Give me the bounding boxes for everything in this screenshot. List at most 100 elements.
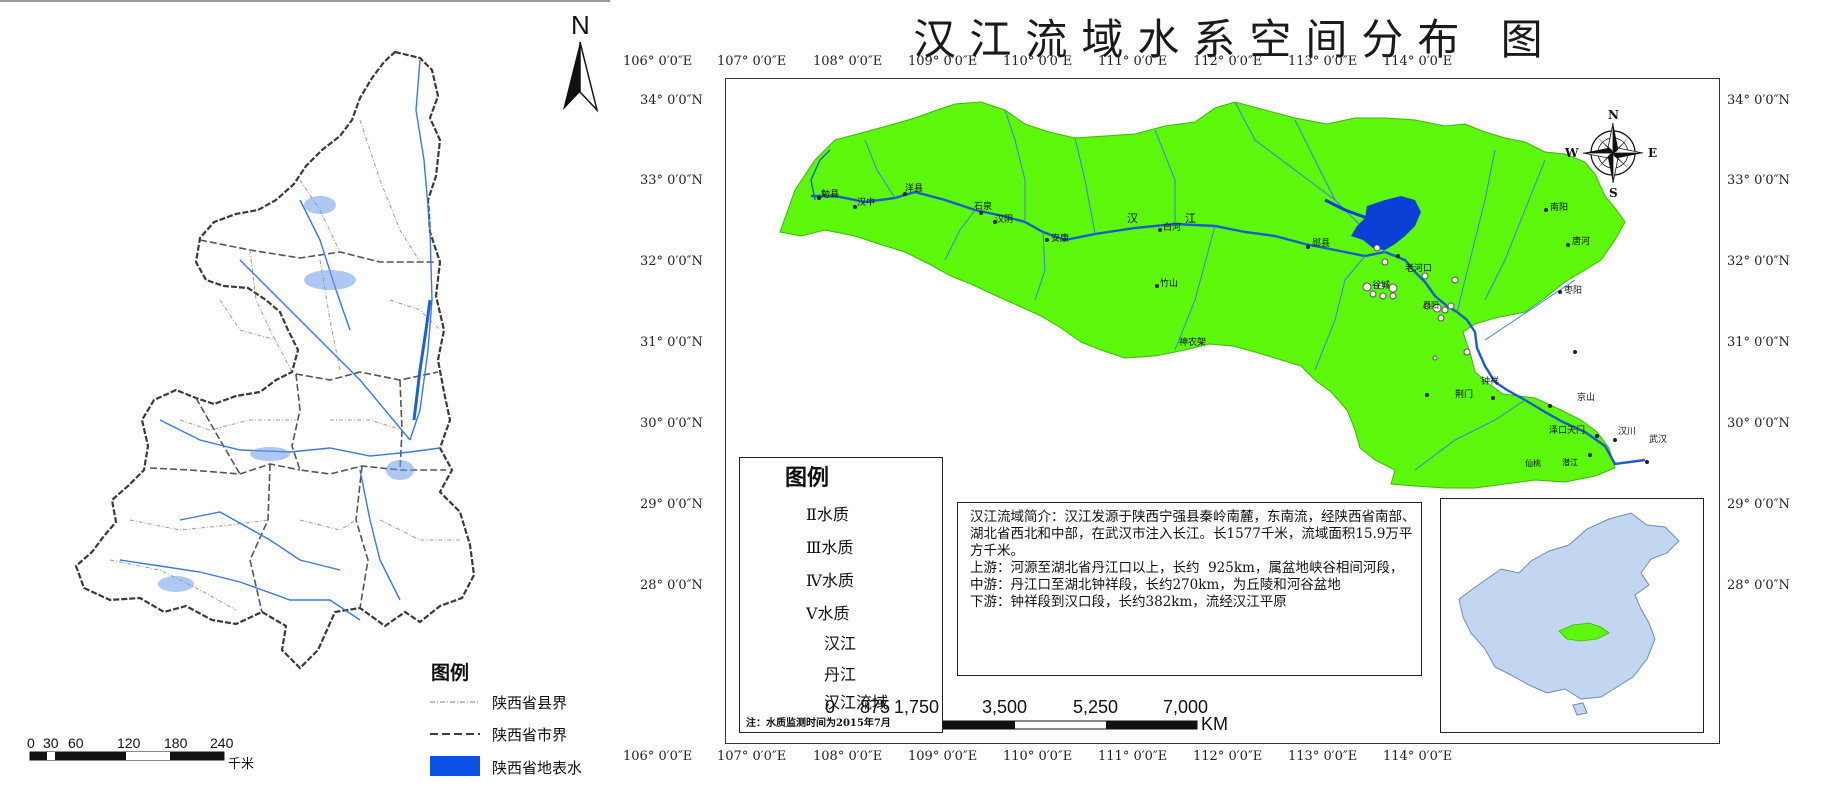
- han-river-basin: [779, 101, 1626, 489]
- place-label: 神农架: [1179, 338, 1207, 348]
- bottom-longitudes-label: 110° 0′0″E: [1003, 749, 1073, 764]
- shaanxi-map-svg: [29, 41, 599, 776]
- bottom-longitudes-label: 111° 0′0″E: [1098, 749, 1168, 764]
- place-label: 江: [1185, 212, 1196, 225]
- scale-tick: 5,250: [1073, 697, 1119, 717]
- hanjiang-basin-svg: [758, 101, 1649, 730]
- scale-tick: 875: [860, 697, 891, 717]
- place-label: 汉: [1127, 212, 1138, 225]
- china-inset-svg: [1458, 512, 1680, 716]
- latitudes-label: 32° 0′0″N: [1727, 254, 1790, 269]
- top-longitudes-label: 107° 0′0″E: [717, 54, 787, 69]
- top-longitudes-label: 114° 0′0″E: [1383, 54, 1453, 69]
- place-label: 钟祥: [1481, 377, 1500, 387]
- place-label: 郧县: [1312, 239, 1331, 249]
- place-label: 唐河: [1572, 237, 1591, 247]
- latitudes-label: 31° 0′0″N: [640, 335, 703, 350]
- latitudes-label: 28° 0′0″N: [1727, 578, 1790, 593]
- legend-label: Ⅱ水质: [806, 505, 849, 524]
- place-label: 汉中: [857, 198, 876, 208]
- place-label: 安康: [1051, 234, 1070, 244]
- north-arrow-icon: [563, 41, 599, 113]
- legend-label: 丹江: [824, 665, 857, 684]
- place-label: 南阳: [1550, 203, 1569, 213]
- place-label: 泽口天门: [1549, 426, 1586, 436]
- place-label: 京山: [1577, 393, 1596, 403]
- bottom-longitudes-label: 106° 0′0″E: [623, 749, 693, 764]
- compass-e: E: [1648, 146, 1658, 160]
- legend-label: 汉江: [824, 634, 857, 653]
- place-label: 洋县: [905, 184, 924, 194]
- latitudes-label: 33° 0′0″N: [640, 173, 703, 188]
- scale-tick: 120: [117, 735, 141, 751]
- compass-s: S: [1609, 186, 1618, 200]
- bottom-longitudes-label: 114° 0′0″E: [1383, 749, 1453, 764]
- china-inset-map: [1440, 498, 1704, 733]
- scale-tick: 60: [68, 735, 84, 751]
- compass-rose-icon: [1582, 122, 1644, 184]
- left-scale-bar: [29, 751, 225, 761]
- place-label: 荆门: [1455, 390, 1474, 400]
- top-longitudes-label: 111° 0′0″E: [1098, 54, 1168, 69]
- place-label: 勉县: [821, 190, 840, 200]
- legend-label: Ⅳ水质: [806, 571, 854, 590]
- scale-tick: 240: [210, 735, 234, 751]
- scale-tick: 180: [164, 735, 188, 751]
- scale-tick: 3,500: [982, 697, 1028, 717]
- scale-tick: 30: [43, 735, 59, 751]
- scale-tick: 7,000: [1163, 697, 1209, 717]
- latitudes-label: 32° 0′0″N: [640, 254, 703, 269]
- scale-tick: 0: [825, 697, 836, 717]
- legend-label: Ⅴ水质: [806, 604, 850, 623]
- latitudes-label: 28° 0′0″N: [640, 578, 703, 593]
- china-outline: [1458, 512, 1680, 700]
- place-label: 襄阳: [1423, 301, 1439, 310]
- latitudes-label: 30° 0′0″N: [1727, 416, 1790, 431]
- map-frame: [725, 78, 1720, 744]
- latitudes-label: 29° 0′0″N: [1727, 497, 1790, 512]
- top-longitudes-label: 113° 0′0″E: [1288, 54, 1358, 69]
- bottom-longitudes-label: 109° 0′0″E: [908, 749, 978, 764]
- place-label: 谷城: [1372, 281, 1391, 291]
- legend-note: 注：水质监测时间为2015年7月: [746, 718, 891, 729]
- latitudes-label: 34° 0′0″N: [640, 93, 703, 108]
- latitudes-label: 30° 0′0″N: [640, 416, 703, 431]
- bottom-longitudes-label: 113° 0′0″E: [1288, 749, 1358, 764]
- place-points: [817, 192, 1649, 464]
- han-river-main: [810, 149, 1646, 466]
- place-label: 潜江: [1562, 458, 1578, 467]
- legend-water-swatch: [430, 756, 480, 776]
- hanjiang-map-panel: 汉江流域水系空间分布 图 106° 0′0″E 107° 0′0″E 108° 0′…: [615, 0, 1829, 785]
- place-label: 武汉: [1649, 435, 1668, 445]
- map-legend: 图例 Ⅱ水质 Ⅲ水质 Ⅳ水质 Ⅴ水质 汉江 丹江 汉江流域 注：水质监测时间为2…: [739, 457, 943, 733]
- top-longitudes-label: 106° 0′0″E: [623, 54, 693, 69]
- top-longitudes-label: 110° 0′0″E: [1003, 54, 1073, 69]
- north-label: N: [571, 10, 590, 40]
- top-longitudes-label: 109° 0′0″E: [908, 54, 978, 69]
- place-label: 竹山: [1160, 279, 1179, 289]
- scale-unit: KM: [1201, 714, 1228, 734]
- place-label: 仙桃: [1525, 459, 1541, 468]
- left-scale-unit: 千米: [228, 756, 255, 771]
- map-title: 汉江流域水系空间分布 图: [913, 15, 1557, 64]
- danjiangkou-reservoir: [1351, 196, 1421, 250]
- city-boundaries: [149, 239, 446, 613]
- place-label: 白河: [1163, 223, 1182, 233]
- shaanxi-map-panel: N 图例 陕西省县界 陕西省市界 陕西省地表水 0 30 60 120 180 …: [0, 0, 610, 785]
- left-legend-title: 图例: [431, 663, 470, 684]
- scale-tick: 0: [27, 735, 35, 751]
- place-label: 枣阳: [1564, 286, 1583, 296]
- place-label: 石泉: [974, 202, 993, 212]
- basin-highlight: [1558, 622, 1610, 642]
- water-patches: [158, 196, 414, 592]
- basin-description: 汉江流域简介：汉江发源于陕西宁强县秦岭南麓，东南流，经陕西省南部、湖北省西北和中…: [970, 509, 1416, 610]
- legend-county-label: 陕西省县界: [492, 695, 568, 712]
- latitudes-label: 33° 0′0″N: [1727, 173, 1790, 188]
- legend-label: 汉江流域: [824, 693, 889, 712]
- compass-n: N: [1608, 108, 1619, 122]
- latitudes-label: 29° 0′0″N: [640, 497, 703, 512]
- legend-label: Ⅲ水质: [806, 538, 854, 557]
- bottom-longitudes-label: 107° 0′0″E: [717, 749, 787, 764]
- top-longitudes-label: 108° 0′0″E: [813, 54, 883, 69]
- legend-water-label: 陕西省地表水: [492, 760, 583, 777]
